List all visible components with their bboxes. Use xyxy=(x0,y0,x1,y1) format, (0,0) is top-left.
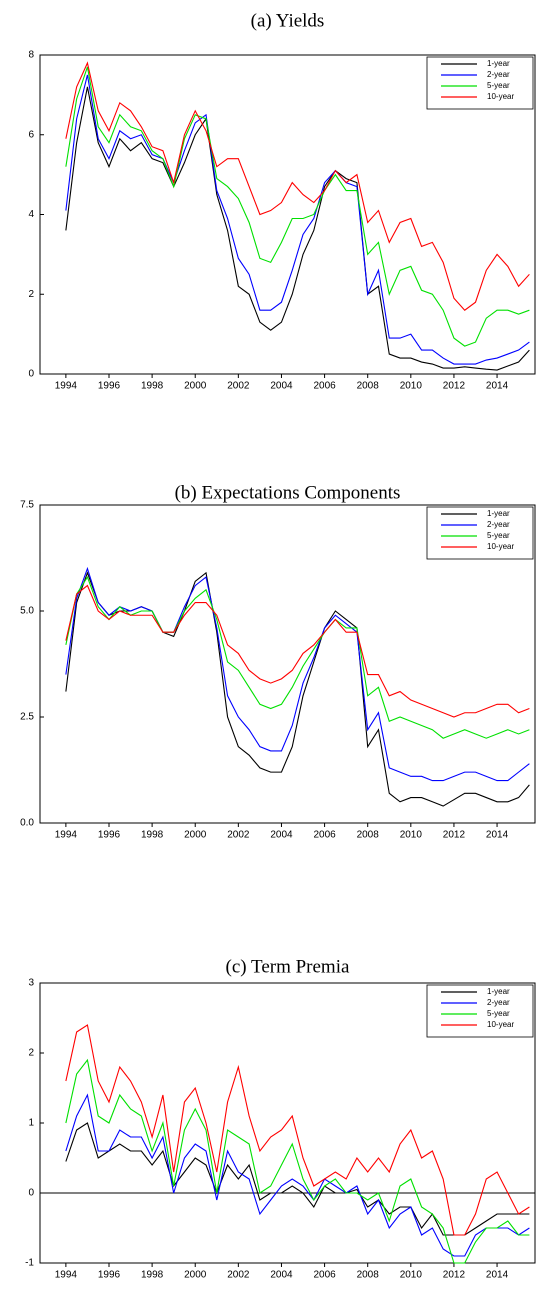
x-tick-label: 2004 xyxy=(270,381,293,392)
legend-box xyxy=(426,56,534,110)
y-tick-label: 1 xyxy=(28,1118,34,1129)
chart-title: (a) Yields xyxy=(251,10,325,31)
x-tick-label: 2008 xyxy=(357,1270,380,1281)
legend-label: 1-year xyxy=(487,59,510,68)
x-tick-label: 1998 xyxy=(141,830,164,841)
x-tick-label: 2012 xyxy=(443,381,466,392)
x-tick-label: 1994 xyxy=(55,830,78,841)
legend-label: 10-year xyxy=(487,1020,514,1029)
x-tick-label: 2000 xyxy=(184,381,207,392)
y-tick-label: 5.0 xyxy=(20,606,34,617)
x-tick-label: 2004 xyxy=(270,830,293,841)
y-tick-label: 0 xyxy=(28,369,34,380)
series-line xyxy=(65,74,530,365)
x-tick-label: 2006 xyxy=(313,381,336,392)
series-line xyxy=(65,66,530,347)
x-tick-label: 2000 xyxy=(184,830,207,841)
x-tick-label: 2008 xyxy=(357,381,380,392)
x-tick-label: 2012 xyxy=(443,1270,466,1281)
series-line xyxy=(65,1024,530,1236)
x-tick-label: 2008 xyxy=(357,830,380,841)
x-tick-label: 2004 xyxy=(270,1270,293,1281)
x-tick-label: 2002 xyxy=(227,1270,250,1281)
series-line xyxy=(65,86,530,371)
x-tick-label: 1996 xyxy=(98,1270,121,1281)
y-tick-label: 0.0 xyxy=(20,818,34,829)
legend-label: 10-year xyxy=(487,92,514,101)
legend-box xyxy=(426,984,534,1038)
x-tick-label: 2010 xyxy=(400,1270,423,1281)
x-tick-label: 2010 xyxy=(400,830,423,841)
legend-label: 1-year xyxy=(487,987,510,996)
legend-box xyxy=(426,506,534,560)
x-tick-label: 1996 xyxy=(98,830,121,841)
x-tick-label: 1998 xyxy=(141,381,164,392)
x-tick-label: 2012 xyxy=(443,830,466,841)
x-tick-label: 1998 xyxy=(141,1270,164,1281)
series-line xyxy=(65,584,530,718)
series-line xyxy=(65,571,530,807)
y-tick-label: 2 xyxy=(28,289,34,300)
x-tick-label: 2006 xyxy=(313,830,336,841)
legend-label: 2-year xyxy=(487,998,510,1007)
series-line xyxy=(65,566,530,782)
y-tick-label: 2.5 xyxy=(20,712,34,723)
chart-title: (c) Term Premia xyxy=(226,956,350,977)
x-tick-label: 2006 xyxy=(313,1270,336,1281)
legend-label: 5-year xyxy=(487,1009,510,1018)
legend-label: 1-year xyxy=(487,509,510,518)
y-tick-label: 4 xyxy=(28,209,34,220)
series-line xyxy=(65,1122,530,1236)
series-line xyxy=(65,1093,530,1257)
series-line xyxy=(65,61,530,311)
y-tick-label: 0 xyxy=(28,1188,34,1199)
x-tick-label: 2002 xyxy=(227,830,250,841)
legend-label: 5-year xyxy=(487,531,510,540)
chart-title: (b) Expectations Components xyxy=(175,482,401,503)
legend-label: 10-year xyxy=(487,542,514,551)
legend-label: 2-year xyxy=(487,520,510,529)
x-tick-label: 2010 xyxy=(400,381,423,392)
y-tick-label: 8 xyxy=(28,50,34,61)
x-tick-label: 2014 xyxy=(486,381,509,392)
series-line xyxy=(65,1058,530,1264)
x-tick-label: 2014 xyxy=(486,830,509,841)
legend-label: 2-year xyxy=(487,70,510,79)
y-tick-label: -1 xyxy=(25,1258,34,1269)
x-tick-label: 2002 xyxy=(227,381,250,392)
y-tick-label: 7.5 xyxy=(20,500,34,511)
x-tick-label: 1996 xyxy=(98,381,121,392)
x-tick-label: 1994 xyxy=(55,1270,78,1281)
legend-label: 5-year xyxy=(487,81,510,90)
plot-frame xyxy=(39,504,536,824)
y-tick-label: 6 xyxy=(28,129,34,140)
x-tick-label: 2000 xyxy=(184,1270,207,1281)
x-tick-label: 1994 xyxy=(55,381,78,392)
y-tick-label: 2 xyxy=(28,1048,34,1059)
series-line xyxy=(65,575,530,739)
x-tick-label: 2014 xyxy=(486,1270,509,1281)
y-tick-label: 3 xyxy=(28,978,34,989)
